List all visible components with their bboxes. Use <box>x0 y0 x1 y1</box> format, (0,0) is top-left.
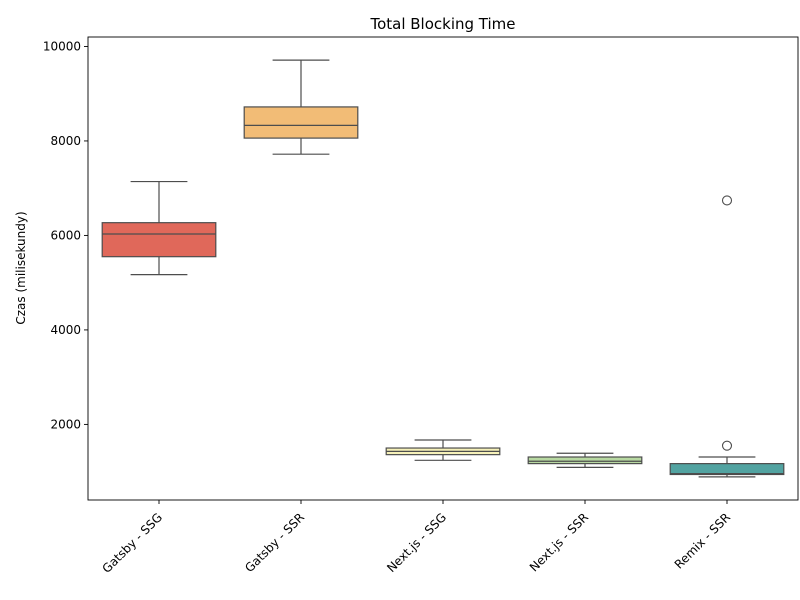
box-group <box>669 195 785 478</box>
box-group <box>385 439 501 461</box>
box-group <box>527 452 643 469</box>
plot-boxes <box>101 59 785 478</box>
box-iqr <box>101 222 217 258</box>
y-tick-label: 8000 <box>50 134 81 148</box>
x-tick-label: Next.js - SSG <box>384 510 449 575</box>
y-tick-label: 4000 <box>50 323 81 337</box>
x-tick-label: Remix - SSR <box>672 510 733 571</box>
outlier-point <box>721 440 733 451</box>
y-tick-label: 2000 <box>50 417 81 431</box>
plot-frame <box>87 36 799 501</box>
box-iqr <box>669 463 785 476</box>
box-iqr <box>527 456 643 465</box>
box-group <box>101 180 217 276</box>
box-iqr <box>243 106 359 139</box>
chart-title: Total Blocking Time <box>369 15 515 33</box>
x-tick-label: Gatsby - SSR <box>242 510 307 575</box>
y-axis: 2000 4000 6000 8000 10000 <box>43 39 88 431</box>
x-tick-label: Gatsby - SSG <box>99 510 165 576</box>
y-tick-label: 10000 <box>43 39 81 53</box>
x-tick-label: Next.js - SSR <box>527 510 591 574</box>
y-axis-label: Czas (milisekundy) <box>14 211 28 324</box>
y-tick-label: 6000 <box>50 228 81 242</box>
x-axis: Gatsby - SSG Gatsby - SSR Next.js - SSG Nex… <box>99 500 733 576</box>
box-group <box>243 59 359 155</box>
outlier-point <box>721 195 733 206</box>
